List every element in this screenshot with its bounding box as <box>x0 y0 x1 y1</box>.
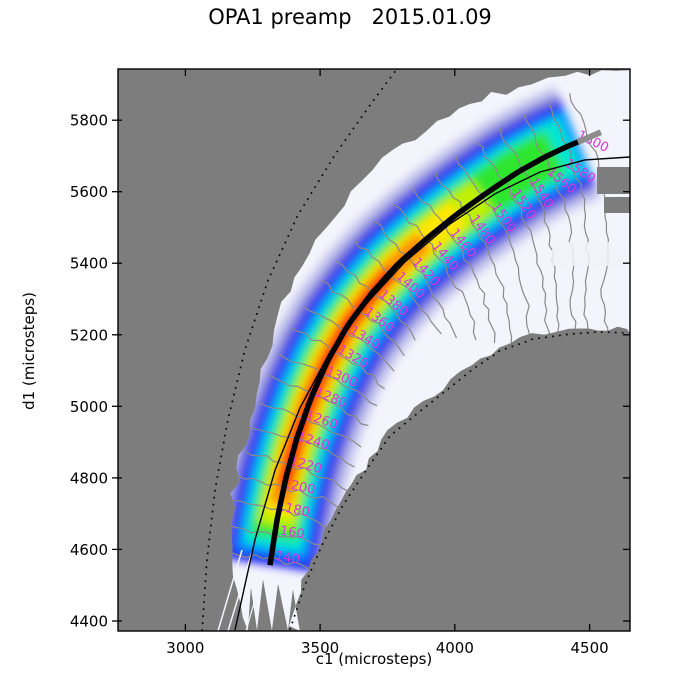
contour-line-1220 <box>243 450 349 492</box>
data-sliver <box>227 551 253 631</box>
y-tick-label: 5600 <box>70 183 108 201</box>
boundary-dotted-right <box>289 331 628 631</box>
contour-line-1500 <box>455 155 532 349</box>
masked-patch <box>604 197 630 213</box>
y-tick-label: 4800 <box>70 469 108 487</box>
tuning-curve-gray-tip <box>576 129 603 145</box>
contour-line-1280 <box>268 374 369 427</box>
page-title: OPA1 preamp 2015.01.09 <box>208 5 492 29</box>
contour-label: 1180 <box>275 499 310 521</box>
masked-patch <box>552 242 630 266</box>
x-tick-label: 4500 <box>571 639 609 657</box>
contour-line-1160 <box>230 524 337 555</box>
data-sliver <box>217 549 243 631</box>
contour-line-1480 <box>434 170 513 346</box>
contour-line-1520 <box>475 141 557 350</box>
y-tick-label: 5400 <box>70 255 108 273</box>
y-tick-label: 4600 <box>70 541 108 559</box>
contour-line-1180 <box>231 500 340 534</box>
data-sliver <box>245 574 263 631</box>
contour-line-1380 <box>335 260 416 341</box>
contour-line-1200 <box>237 474 345 511</box>
contour-line-1300 <box>278 352 378 407</box>
y-tick-label: 5800 <box>70 112 108 130</box>
contour-lines <box>230 93 612 576</box>
contour-line-1400 <box>354 239 442 335</box>
contour-line-1260 <box>258 401 362 448</box>
masked-patch <box>597 167 630 194</box>
boundary-dotted-left <box>201 69 398 631</box>
y-tick-label: 5200 <box>70 326 108 344</box>
y-tick-label: 4400 <box>70 613 108 631</box>
contour-line-1560 <box>522 113 584 362</box>
x-tick-label: 4000 <box>436 639 474 657</box>
contour-label: 1160 <box>271 522 306 542</box>
y-axis-label: d1 (microsteps) <box>20 292 38 410</box>
x-tick-label: 3500 <box>301 639 339 657</box>
contour-line-1340 <box>302 305 395 372</box>
contour-label: 1200 <box>281 476 316 498</box>
x-tick-label: 3000 <box>166 639 204 657</box>
contour-line-1540 <box>499 127 565 357</box>
axis-ticks <box>112 69 630 631</box>
contour-line-1580 <box>548 101 592 371</box>
contour-line-1360 <box>321 279 405 357</box>
contour-line-1460 <box>412 187 496 344</box>
axes-spines <box>117 68 631 632</box>
contour-line-1420 <box>373 220 458 339</box>
x-axis-label: c1 (microsteps) <box>315 650 433 668</box>
y-tick-label: 5000 <box>70 398 108 416</box>
contour-line-1440 <box>392 203 477 341</box>
contour-line-1240 <box>249 426 355 468</box>
optimal-tuning-curve <box>267 139 580 566</box>
fit-curve-thin <box>234 156 630 631</box>
contour-line-1320 <box>290 327 385 390</box>
tick-labels: 3000 3500 4000 4500 4400 4600 4800 5000 5200 5400… <box>70 112 609 657</box>
